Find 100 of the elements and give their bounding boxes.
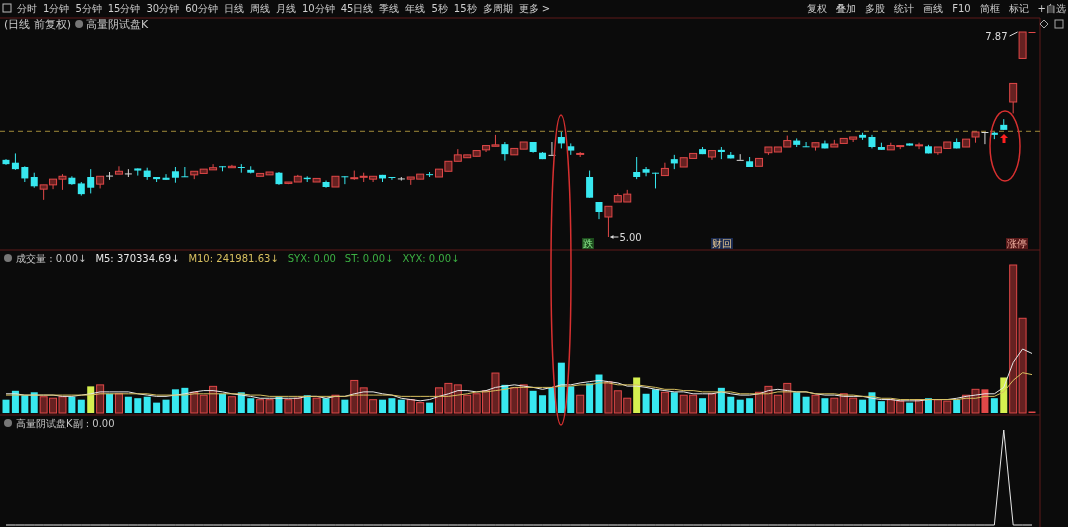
text: 简框 (979, 3, 1000, 14)
text: XYX: 0.00↓ (402, 253, 460, 264)
bar (877, 401, 885, 413)
text: 更多 > (518, 3, 551, 14)
candlestick (1009, 82, 1018, 114)
text: SYX: 0.00 (287, 253, 336, 264)
bar (539, 395, 547, 413)
text: 多股 (865, 3, 886, 14)
text: 1分钟 (43, 3, 70, 14)
bar (68, 396, 76, 413)
candlestick (802, 141, 810, 148)
bar (87, 386, 95, 413)
bar (821, 398, 829, 413)
annotation: 7.87 (985, 31, 1008, 42)
candlestick (87, 168, 95, 194)
bar (171, 389, 179, 413)
bar (30, 392, 38, 413)
bar (275, 396, 283, 413)
text: 财回 (712, 238, 732, 249)
bar (802, 396, 810, 413)
text: M5: 370334.69↓ (95, 253, 180, 264)
bar (586, 383, 594, 413)
bar (699, 398, 707, 413)
candlestick (388, 176, 396, 181)
candlestick (114, 165, 123, 175)
bar (322, 398, 330, 413)
text: 统计 (894, 3, 915, 14)
bar (397, 399, 405, 413)
candlestick (162, 173, 170, 181)
text: M10: 241981.63↓ (188, 253, 279, 264)
bar (388, 398, 396, 413)
text: 10分钟 (301, 3, 335, 14)
bar (595, 374, 603, 413)
bar (106, 393, 114, 413)
bar (529, 390, 537, 413)
candlestick (642, 166, 650, 177)
text: 涨停 (1007, 238, 1027, 249)
text: 年线 (405, 3, 426, 14)
bar (247, 398, 255, 413)
bar (924, 398, 932, 413)
bar (501, 384, 509, 413)
annotation: 5.00 (619, 232, 642, 243)
bar (906, 402, 914, 413)
text: 5秒 (431, 3, 448, 14)
text: F10 (952, 3, 971, 14)
bar (21, 395, 29, 413)
bar (651, 389, 659, 413)
candlestick (181, 166, 189, 178)
chart-title: 成交量 : 0.00↓ (16, 253, 87, 264)
text: 叠加 (836, 3, 857, 14)
bar (426, 402, 434, 413)
text: 多周期 (482, 3, 513, 14)
candlestick (501, 141, 509, 162)
candlestick (981, 131, 989, 145)
candlestick (586, 170, 594, 199)
chart-subtitle: 高量阴试盘K (86, 18, 150, 31)
text: 月线 (275, 3, 296, 14)
text: 分时 (17, 3, 37, 14)
bar (379, 399, 387, 413)
text: 复权 (807, 3, 828, 14)
bar (953, 399, 961, 413)
text: 60分钟 (185, 3, 218, 14)
chart-title: (日线 前复权) (4, 18, 72, 31)
bar (727, 396, 735, 413)
bar (548, 387, 556, 413)
text: 日线 (223, 3, 244, 14)
bar (642, 393, 650, 413)
text: 周线 (249, 3, 270, 14)
text: 跌 (583, 238, 593, 249)
candlestick (633, 156, 641, 180)
bar (2, 399, 10, 413)
candlestick (736, 153, 744, 161)
text: 季线 (379, 3, 400, 14)
bar (303, 395, 311, 413)
text: 5分钟 (75, 3, 102, 14)
bar (143, 396, 151, 413)
bar (219, 393, 226, 413)
bar (567, 386, 575, 413)
candlestick (341, 175, 349, 185)
candlestick (915, 142, 924, 150)
text: ST: 0.00↓ (344, 253, 394, 264)
bar (736, 399, 744, 413)
text: 画线 (923, 3, 944, 14)
bar (633, 377, 641, 413)
text: 45日线 (340, 3, 374, 14)
bar (153, 402, 161, 413)
chart-title: 高量阴试盘K副 : 0.00 (16, 418, 115, 429)
bar (124, 396, 132, 413)
bar (341, 399, 349, 413)
bar (77, 399, 85, 413)
text: 15秒 (453, 3, 477, 14)
bar (746, 398, 754, 413)
bar (717, 387, 725, 413)
bar (793, 392, 801, 413)
text: 15分钟 (107, 3, 141, 14)
bar (134, 398, 142, 413)
bar (670, 392, 678, 413)
bar (859, 399, 867, 413)
text: +自选 (1037, 3, 1066, 14)
text: 标记 (1007, 3, 1029, 14)
